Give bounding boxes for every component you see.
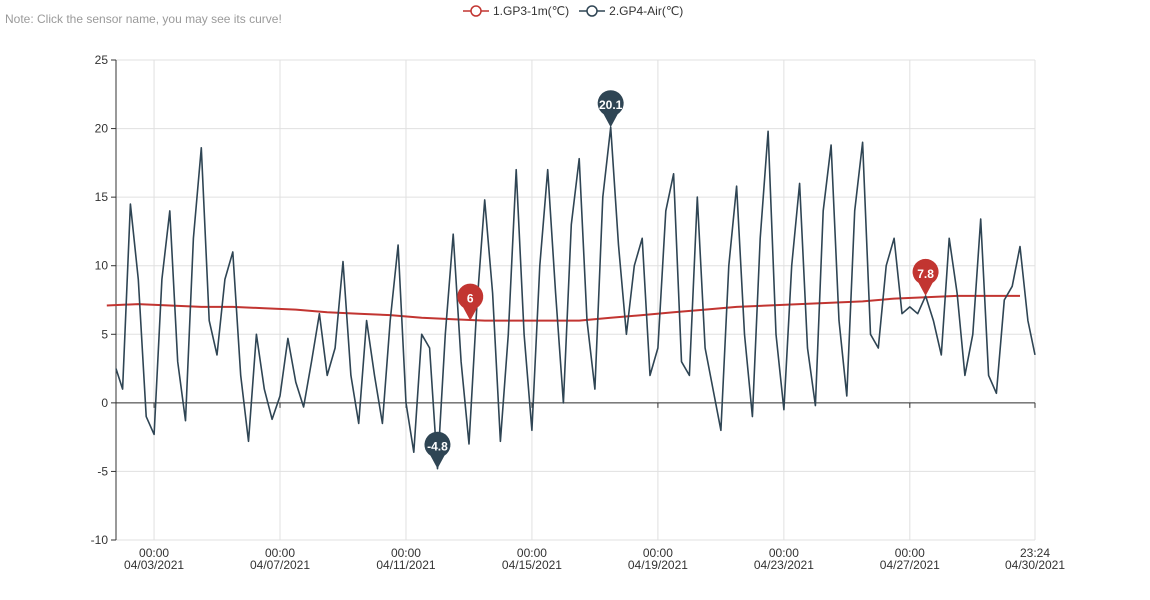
x-tick-time-label: 00:00 <box>391 546 421 560</box>
legend-item-gp4[interactable]: 2.GP4-Air(℃) <box>579 4 683 18</box>
legend-gp4-line-circle-icon <box>579 5 606 17</box>
x-tick-date-label: 04/19/2021 <box>628 558 688 572</box>
legend-label-gp4: 2.GP4-Air(℃) <box>609 4 684 18</box>
x-tick-date-label: 04/07/2021 <box>250 558 310 572</box>
marker-pin-gp3 <box>912 258 939 296</box>
marker-pin-label: 6 <box>467 292 474 306</box>
x-tick-date-label: 04/27/2021 <box>880 558 940 572</box>
legend-label-gp3: 1.GP3-1m(℃) <box>493 4 570 18</box>
marker-pin-label: -4.8 <box>427 440 448 454</box>
x-tick-date-label: 04/03/2021 <box>124 558 184 572</box>
x-tick-date-label: 04/15/2021 <box>502 558 562 572</box>
x-tick-date-label: 04/23/2021 <box>754 558 814 572</box>
x-tick-date-label: 04/30/2021 <box>1005 558 1065 572</box>
y-tick-label: 0 <box>101 396 108 410</box>
y-tick-label: 10 <box>95 259 109 273</box>
series-line-gp3 <box>106 294 1020 322</box>
y-tick-label: 15 <box>95 190 109 204</box>
series-line-gp4 <box>115 126 1036 470</box>
y-tick-label: 25 <box>95 53 109 67</box>
marker-pin-gp4 <box>424 431 451 469</box>
marker-pin-label: 7.8 <box>917 267 934 281</box>
y-tick-label: 20 <box>95 122 109 136</box>
marker-pin-gp4 <box>597 90 624 128</box>
x-tick-time-label: 00:00 <box>517 546 547 560</box>
chart-legend: 1.GP3-1m(℃) 2.GP4-Air(℃) <box>463 2 683 20</box>
x-tick-time-label: 23:24 <box>1020 546 1050 560</box>
y-tick-label: -5 <box>97 464 108 478</box>
chart-note: Note: Click the sensor name, you may see… <box>5 12 282 26</box>
legend-item-gp3[interactable]: 1.GP3-1m(℃) <box>463 4 569 18</box>
marker-pin-gp3 <box>457 283 484 321</box>
x-tick-time-label: 00:00 <box>769 546 799 560</box>
x-tick-time-label: 00:00 <box>643 546 673 560</box>
y-tick-label: -10 <box>91 533 109 547</box>
marker-pin-label: 20.1 <box>599 98 623 112</box>
legend-gp3-line-circle-icon <box>463 5 489 17</box>
y-tick-label: 5 <box>101 327 108 341</box>
x-tick-date-label: 04/11/2021 <box>376 558 435 572</box>
x-tick-time-label: 00:00 <box>265 546 295 560</box>
x-tick-time-label: 00:00 <box>895 546 925 560</box>
x-tick-time-label: 00:00 <box>139 546 169 560</box>
